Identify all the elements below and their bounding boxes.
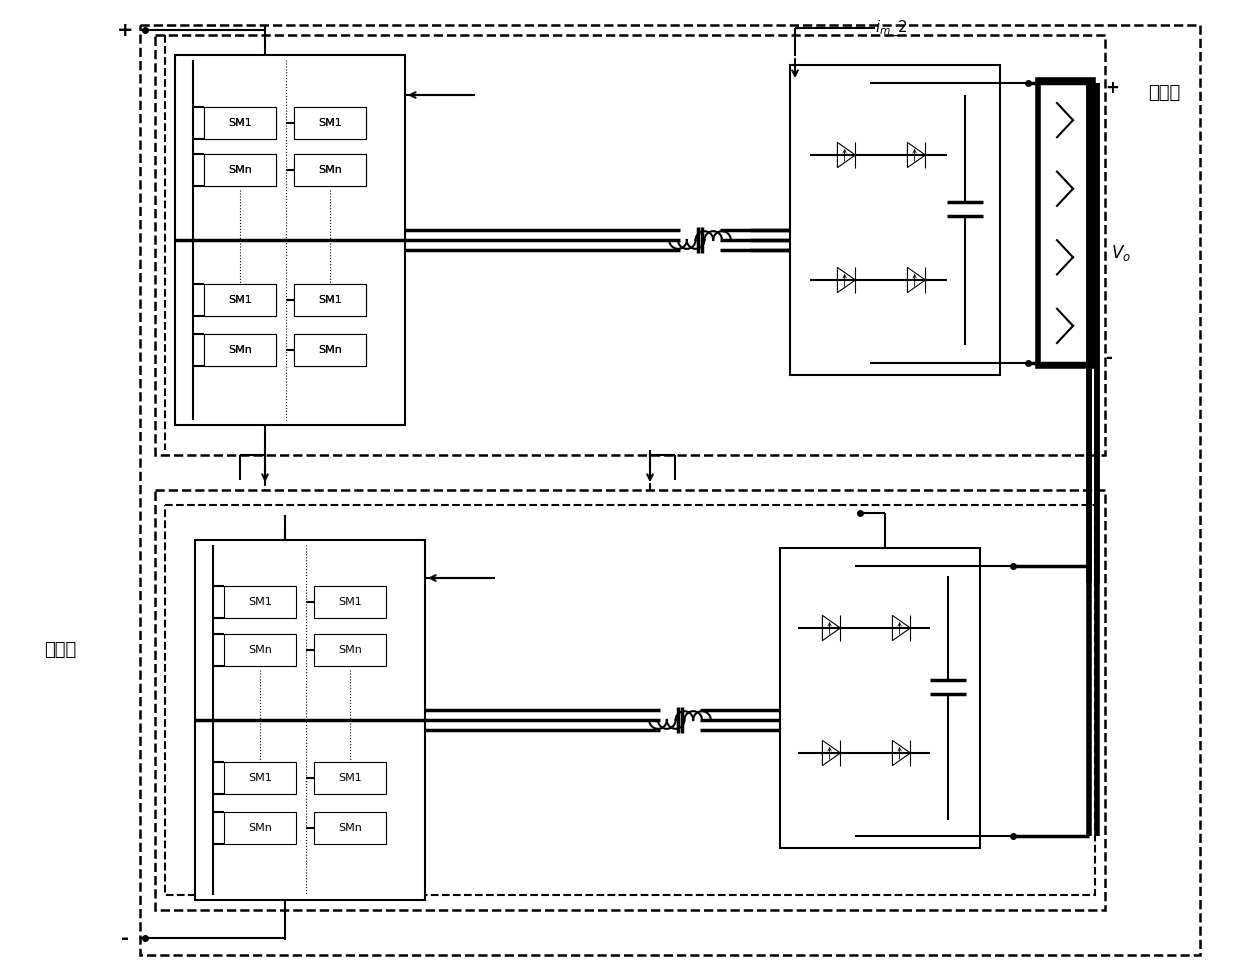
Bar [205, 107, 277, 139]
Text: SMn: SMn [319, 165, 342, 175]
Text: SM1: SM1 [228, 295, 252, 305]
Bar [155, 35, 1105, 455]
Text: SM1: SM1 [319, 295, 342, 305]
Bar [224, 812, 296, 844]
Bar [294, 284, 366, 316]
Text: SM1: SM1 [228, 118, 252, 128]
Bar [294, 107, 366, 139]
Bar [294, 334, 366, 366]
Text: 低压侧: 低压侧 [1148, 84, 1180, 102]
Bar [205, 334, 277, 366]
Text: SMn: SMn [319, 345, 342, 355]
Bar [224, 762, 296, 794]
Bar [294, 154, 366, 186]
Text: -: - [122, 928, 129, 948]
Bar [205, 284, 277, 316]
Bar [165, 505, 1095, 895]
Bar [294, 284, 366, 316]
Bar [175, 55, 405, 425]
Bar [294, 154, 366, 186]
Bar [224, 634, 296, 666]
Text: SM1: SM1 [228, 295, 252, 305]
Bar [195, 540, 425, 900]
Text: 高压侧: 高压侧 [43, 641, 76, 659]
Text: SMn: SMn [319, 165, 342, 175]
Text: SM1: SM1 [339, 773, 362, 783]
Text: SM1: SM1 [339, 597, 362, 607]
Bar [155, 490, 1105, 910]
Bar [140, 25, 1200, 955]
Bar [790, 65, 999, 375]
Bar [314, 762, 386, 794]
Bar [205, 334, 277, 366]
Text: SMn: SMn [339, 823, 362, 833]
Text: SMn: SMn [228, 165, 252, 175]
Text: SM1: SM1 [319, 295, 342, 305]
Text: -: - [1105, 349, 1112, 367]
Text: SM1: SM1 [248, 597, 272, 607]
Bar [205, 107, 277, 139]
Text: SM1: SM1 [228, 118, 252, 128]
Bar [205, 284, 277, 316]
Bar [314, 812, 386, 844]
Text: SMn: SMn [319, 345, 342, 355]
Text: SMn: SMn [248, 645, 272, 655]
Bar [780, 548, 980, 848]
Text: +: + [117, 20, 133, 39]
Bar [294, 107, 366, 139]
Text: +: + [1105, 79, 1118, 97]
Text: SM1: SM1 [319, 118, 342, 128]
Text: SM1: SM1 [248, 773, 272, 783]
Bar [314, 586, 386, 618]
Text: SMn: SMn [248, 823, 272, 833]
Bar [205, 154, 277, 186]
Text: SMn: SMn [228, 345, 252, 355]
Text: SMn: SMn [228, 165, 252, 175]
Text: $V_o$: $V_o$ [1111, 243, 1131, 263]
Text: SMn: SMn [339, 645, 362, 655]
Text: SM1: SM1 [319, 118, 342, 128]
Bar [314, 634, 386, 666]
Bar [205, 154, 277, 186]
Bar [224, 586, 296, 618]
Bar [294, 334, 366, 366]
Bar [1038, 80, 1092, 366]
Text: SMn: SMn [228, 345, 252, 355]
Text: $i_m\_2$: $i_m\_2$ [875, 18, 908, 38]
